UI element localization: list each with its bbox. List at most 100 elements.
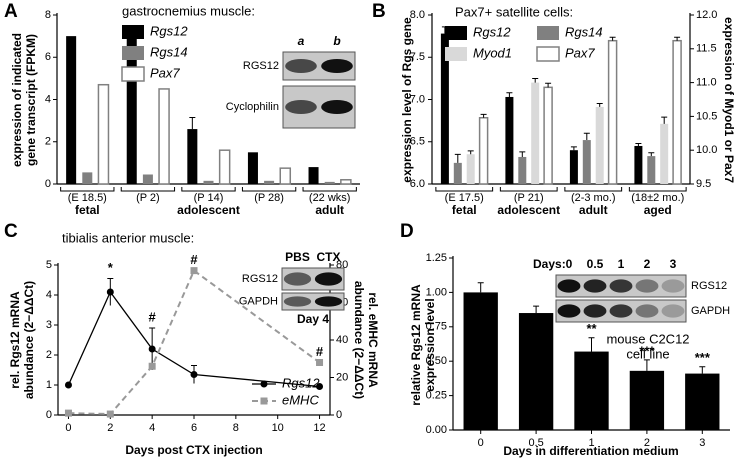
y2-tick-label: 20 [336, 371, 348, 383]
significance-mark: # [149, 309, 157, 324]
bar [634, 145, 643, 184]
category-bracket [241, 187, 297, 192]
x-tick-label: 1 [588, 437, 594, 449]
error-bar [596, 103, 603, 107]
marker [64, 381, 72, 389]
band-label: RGS12 [243, 60, 279, 72]
y2-axis-label: rel. eMHC mRNA [366, 292, 380, 388]
y-axis-label: gene transcript (FPKM) [24, 34, 38, 166]
error-bar [674, 36, 681, 41]
marker [106, 410, 114, 418]
significance-mark: # [190, 252, 198, 267]
category-bracket [628, 187, 687, 192]
legend-swatch [537, 26, 559, 40]
x-tick-label: 0.5 [528, 437, 543, 449]
band-label: GAPDH [691, 305, 730, 317]
bar [595, 106, 604, 184]
bar [672, 39, 682, 185]
legend-marker [260, 397, 268, 405]
x-tick-label: 4 [149, 422, 155, 434]
y-tick-label: 8 [45, 9, 51, 21]
y-tick-label: 1.25 [426, 252, 447, 264]
y2-tick-label: 0 [336, 409, 342, 421]
note: mouse C2C12 [606, 331, 689, 346]
y-tick-label: 0 [46, 409, 52, 421]
bar [582, 140, 591, 184]
blot-band [321, 100, 353, 114]
y2-tick-label: 11.0 [696, 77, 717, 89]
category-bracket [435, 187, 494, 192]
error-bar [467, 150, 474, 155]
blot-band [583, 304, 607, 318]
blot-band [583, 279, 607, 293]
legend-label: Rgs12 [282, 375, 320, 390]
x-tick-label: (P 14) [194, 192, 224, 204]
marker [148, 362, 156, 370]
bar [478, 117, 489, 185]
blot-band [609, 304, 633, 318]
bar [158, 88, 170, 185]
note: cell line [626, 346, 669, 361]
x-tick-label: (P 28) [254, 192, 284, 204]
error-bar [533, 305, 540, 314]
legend-label: Rgs12 [473, 24, 511, 39]
bar [629, 370, 665, 430]
stage-label: adolescent [497, 203, 560, 217]
bar [142, 174, 153, 184]
y2-tick-label: 10.5 [696, 110, 717, 122]
x-tick-label: (18±2 mo.) [631, 192, 684, 204]
y2-tick-label: 40 [336, 334, 348, 346]
legend-label: Rgs14 [150, 44, 188, 59]
bar [324, 181, 335, 184]
x-tick-label: 8 [233, 422, 239, 434]
y-tick-label: 0.50 [426, 355, 447, 367]
chart-title: Pax7+ satellite cells: [455, 4, 573, 19]
x-tick-label: 10 [272, 422, 284, 434]
y-tick-label: 0.00 [426, 424, 447, 436]
bar [187, 129, 198, 184]
error-bar [477, 282, 484, 293]
error-bar [189, 116, 196, 130]
blot-band [557, 304, 581, 318]
blot-band [314, 296, 343, 307]
y-tick-label: 0.75 [426, 321, 447, 333]
legend-label: Myod1 [473, 45, 512, 60]
blot-band [635, 304, 659, 318]
significance-mark: *** [695, 350, 711, 365]
bar [466, 154, 475, 184]
band-label: Cyclophilin [226, 101, 279, 113]
bar [82, 172, 93, 184]
blot-band [285, 59, 317, 73]
bar [203, 180, 214, 184]
y-tick-label: 8.0 [410, 9, 425, 21]
stage-label: fetal [75, 203, 100, 217]
bar [607, 39, 618, 185]
inset-title: Days: [533, 257, 566, 271]
error-bar [480, 113, 487, 118]
lane-label: CTX [317, 250, 341, 264]
bar [66, 36, 77, 184]
blot-band [609, 279, 633, 293]
y-tick-label: 6.5 [410, 136, 425, 148]
blot-band [283, 272, 312, 286]
error-bar [609, 36, 616, 41]
y-tick-label: 7.0 [410, 93, 425, 105]
panel-letter: A [4, 1, 18, 22]
x-tick-label: 6 [191, 422, 197, 434]
chart-title: tibialis anterior muscle: [62, 230, 194, 245]
y-tick-label: 4 [46, 289, 52, 301]
y-tick-label: 6 [45, 51, 51, 63]
significance-mark: * [108, 260, 114, 275]
y2-tick-label: 12.0 [696, 9, 717, 21]
lane-label: 0.5 [587, 257, 604, 271]
panel-letter: D [400, 221, 414, 242]
bar [518, 156, 527, 184]
y-tick-label: 1 [46, 379, 52, 391]
y-tick-label: 4 [45, 93, 51, 105]
lane-label: 0 [566, 257, 573, 271]
chart-title: gastrocnemius muscle: [122, 3, 255, 18]
category-bracket [499, 187, 558, 192]
category-bracket [302, 187, 357, 192]
error-bar [699, 366, 706, 374]
